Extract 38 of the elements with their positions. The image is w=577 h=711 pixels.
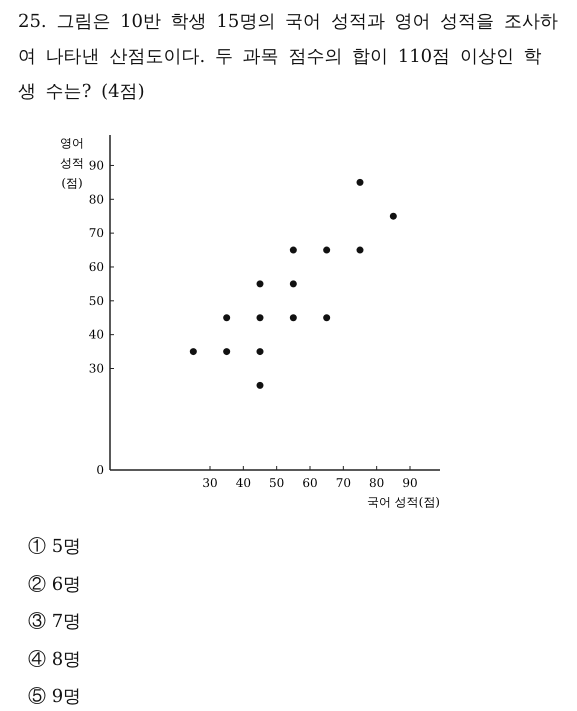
- x-tick-label: 60: [302, 476, 318, 490]
- y-tick-label: 70: [88, 226, 104, 240]
- x-axis-title: 국어 성적(점): [366, 495, 440, 509]
- point: [290, 314, 297, 322]
- point: [290, 246, 297, 254]
- y-tick-label: 60: [88, 260, 104, 274]
- point: [356, 246, 364, 254]
- y-tick-label: 30: [88, 361, 104, 376]
- x-tick-label: 70: [336, 476, 351, 490]
- y-tick-label: 90: [88, 158, 104, 172]
- text: ② 6명: [28, 572, 82, 596]
- x-tick-label: 50: [269, 476, 284, 490]
- x-tick-label: 40: [236, 476, 251, 490]
- point: [323, 314, 330, 322]
- point: [256, 382, 264, 389]
- x-tick-label: 80: [369, 476, 384, 490]
- x-tick-label: 30: [202, 476, 218, 490]
- y-tick-label: 0: [96, 463, 104, 477]
- text: ⑤ 9명: [28, 685, 82, 709]
- text: ④ 8명: [28, 648, 82, 672]
- text: ③ 7명: [28, 610, 82, 634]
- point: [190, 348, 197, 356]
- y-tick-label: 50: [88, 294, 104, 308]
- point: [323, 246, 330, 254]
- x-tick-label: 90: [402, 476, 418, 490]
- chart-title: 25. 그림은 10반 학생 15명의 국어 성적과 영어 성적을 조사하여 나타낸 산점도이다. 두 과목 점수의 합이 110점 이상인 학생 수는? (4점): [18, 10, 558, 104]
- text: ① 5명: [28, 535, 82, 559]
- point: [256, 348, 264, 356]
- point: [223, 314, 230, 322]
- point: [356, 178, 364, 186]
- point: [390, 212, 397, 220]
- point: [290, 280, 297, 288]
- point: [256, 314, 264, 322]
- y-tick-label: 80: [88, 192, 104, 206]
- point: [256, 280, 264, 288]
- y-tick-label: 40: [88, 328, 104, 342]
- y-axis-title: 영어 성적(점): [60, 136, 84, 190]
- point: [223, 348, 230, 356]
